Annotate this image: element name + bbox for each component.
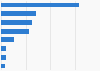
Bar <box>1 3 79 7</box>
Bar <box>1 11 36 16</box>
Bar <box>1 29 28 34</box>
Bar <box>1 20 32 25</box>
Bar <box>1 55 6 60</box>
Bar <box>1 64 5 68</box>
Bar <box>1 46 6 51</box>
Bar <box>1 37 14 42</box>
